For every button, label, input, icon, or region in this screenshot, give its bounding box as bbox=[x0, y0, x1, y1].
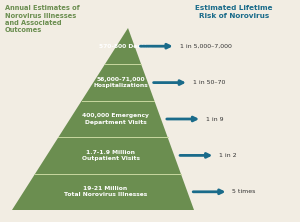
Text: 1.7-1.9 Million
Outpatient Visits: 1.7-1.9 Million Outpatient Visits bbox=[82, 150, 140, 161]
Text: 1 in 5,000–7,000: 1 in 5,000–7,000 bbox=[180, 44, 232, 49]
Text: 1 in 50–70: 1 in 50–70 bbox=[193, 80, 225, 85]
Text: 19-21 Million
Total Norovirus Illnesses: 19-21 Million Total Norovirus Illnesses bbox=[64, 186, 147, 197]
Text: 56,000-71,000
Hospitalizations: 56,000-71,000 Hospitalizations bbox=[93, 77, 148, 88]
Text: Annual Estimates of
Norovirus Illnesses
and Associated
Outcomes: Annual Estimates of Norovirus Illnesses … bbox=[5, 5, 80, 34]
Text: Estimated Lifetime
Risk of Norovirus: Estimated Lifetime Risk of Norovirus bbox=[195, 5, 272, 18]
Polygon shape bbox=[12, 28, 194, 210]
Text: 1 in 2: 1 in 2 bbox=[219, 153, 237, 158]
Text: 1 in 9: 1 in 9 bbox=[206, 117, 224, 121]
Text: 570-800 Deaths: 570-800 Deaths bbox=[99, 44, 152, 49]
Text: 5 times: 5 times bbox=[232, 189, 256, 194]
Text: 400,000 Emergency
Department Visits: 400,000 Emergency Department Visits bbox=[82, 113, 149, 125]
